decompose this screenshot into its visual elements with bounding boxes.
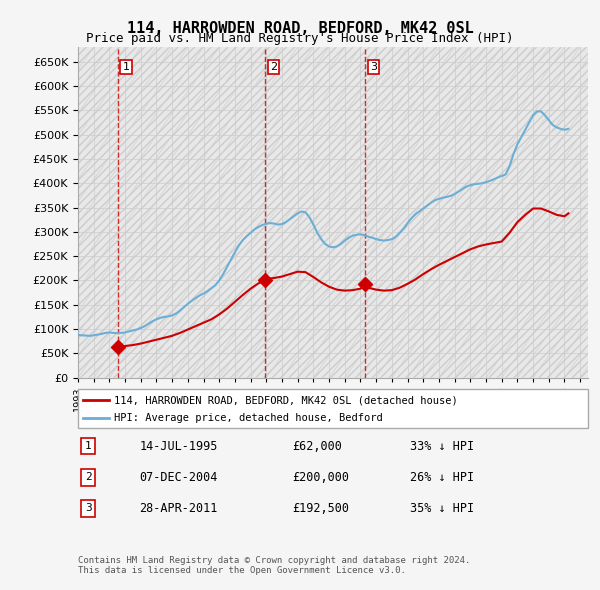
Text: £200,000: £200,000 [292, 471, 349, 484]
Text: Contains HM Land Registry data © Crown copyright and database right 2024.
This d: Contains HM Land Registry data © Crown c… [78, 556, 470, 575]
Text: 14-JUL-1995: 14-JUL-1995 [139, 440, 218, 453]
Text: Price paid vs. HM Land Registry's House Price Index (HPI): Price paid vs. HM Land Registry's House … [86, 32, 514, 45]
Text: HPI: Average price, detached house, Bedford: HPI: Average price, detached house, Bedf… [114, 413, 382, 423]
Text: 114, HARROWDEN ROAD, BEDFORD, MK42 0SL (detached house): 114, HARROWDEN ROAD, BEDFORD, MK42 0SL (… [114, 395, 457, 405]
Text: 2: 2 [270, 62, 277, 72]
Text: 3: 3 [370, 62, 377, 72]
Text: 28-APR-2011: 28-APR-2011 [139, 502, 218, 515]
Text: 33% ↓ HPI: 33% ↓ HPI [409, 440, 473, 453]
Text: 3: 3 [85, 503, 92, 513]
FancyBboxPatch shape [73, 47, 593, 378]
Text: 07-DEC-2004: 07-DEC-2004 [139, 471, 218, 484]
Text: 2: 2 [85, 472, 92, 482]
Text: £62,000: £62,000 [292, 440, 342, 453]
Text: £192,500: £192,500 [292, 502, 349, 515]
Text: 114, HARROWDEN ROAD, BEDFORD, MK42 0SL: 114, HARROWDEN ROAD, BEDFORD, MK42 0SL [127, 21, 473, 35]
FancyBboxPatch shape [78, 389, 588, 428]
Text: 1: 1 [122, 62, 130, 72]
Text: 35% ↓ HPI: 35% ↓ HPI [409, 502, 473, 515]
Text: 26% ↓ HPI: 26% ↓ HPI [409, 471, 473, 484]
Text: 1: 1 [85, 441, 92, 451]
